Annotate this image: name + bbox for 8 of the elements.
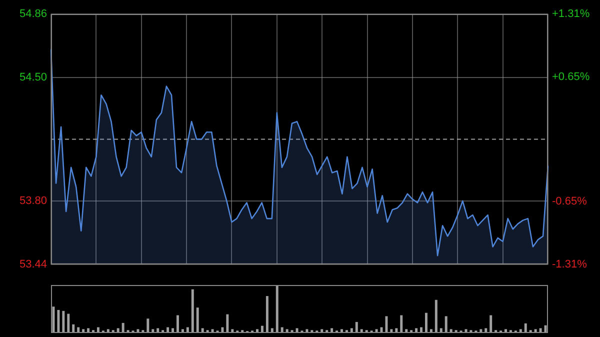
y2-tick-label: +1.31% bbox=[552, 8, 590, 20]
y-tick-label: 53.44 bbox=[19, 258, 47, 270]
y2-tick-label: -1.31% bbox=[552, 258, 588, 270]
y-tick-label: 54.50 bbox=[19, 72, 47, 84]
y2-tick-label: -0.65% bbox=[552, 195, 588, 208]
y-tick-label: 53.80 bbox=[19, 194, 47, 207]
y-tick-label: 54.86 bbox=[19, 8, 47, 20]
y2-tick-label: +0.65% bbox=[552, 71, 590, 84]
